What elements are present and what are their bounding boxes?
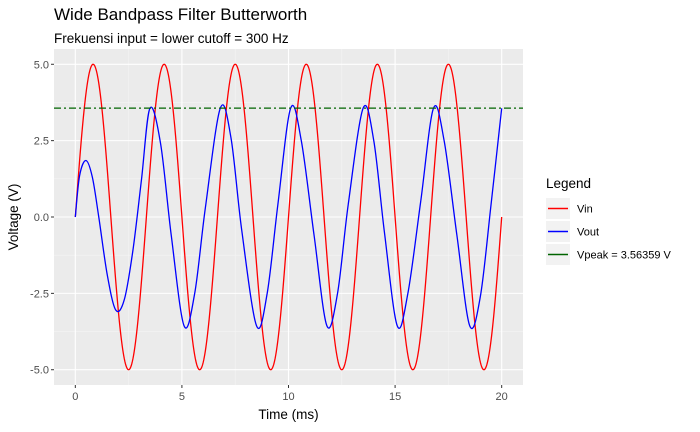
y-tick-label: -5.0	[30, 365, 49, 377]
series-layer	[54, 63, 523, 371]
y-tick-label: 0.0	[34, 212, 49, 224]
legend-label: Vout	[577, 227, 599, 239]
series-vout-line	[74, 104, 503, 329]
series-vin-line	[74, 63, 503, 371]
chart-title: Wide Bandpass Filter Butterworth	[54, 5, 307, 24]
x-tick-label: 20	[496, 391, 508, 403]
legend-title: Legend	[546, 176, 591, 191]
y-tick-label: 5.0	[34, 59, 49, 71]
x-axis-title: Time (ms)	[258, 407, 318, 422]
chart-subtitle: Frekuensi input = lower cutoff = 300 Hz	[54, 31, 289, 46]
legend: Legend Vin Vout Vpeak = 3.56359 V	[546, 176, 672, 265]
x-axis-ticks: 0 5 10 15 20	[72, 385, 508, 403]
y-tick-label: 2.5	[34, 136, 49, 148]
legend-label: Vin	[577, 204, 593, 216]
y-axis-title: Voltage (V)	[6, 184, 21, 251]
x-tick-label: 10	[282, 391, 294, 403]
y-axis-ticks: -5.0 -2.5 0.0 2.5 5.0	[30, 59, 54, 377]
x-tick-label: 15	[389, 391, 401, 403]
x-tick-label: 0	[72, 391, 78, 403]
y-tick-label: -2.5	[30, 288, 49, 300]
x-tick-label: 5	[179, 391, 185, 403]
legend-label: Vpeak = 3.56359 V	[577, 250, 672, 262]
